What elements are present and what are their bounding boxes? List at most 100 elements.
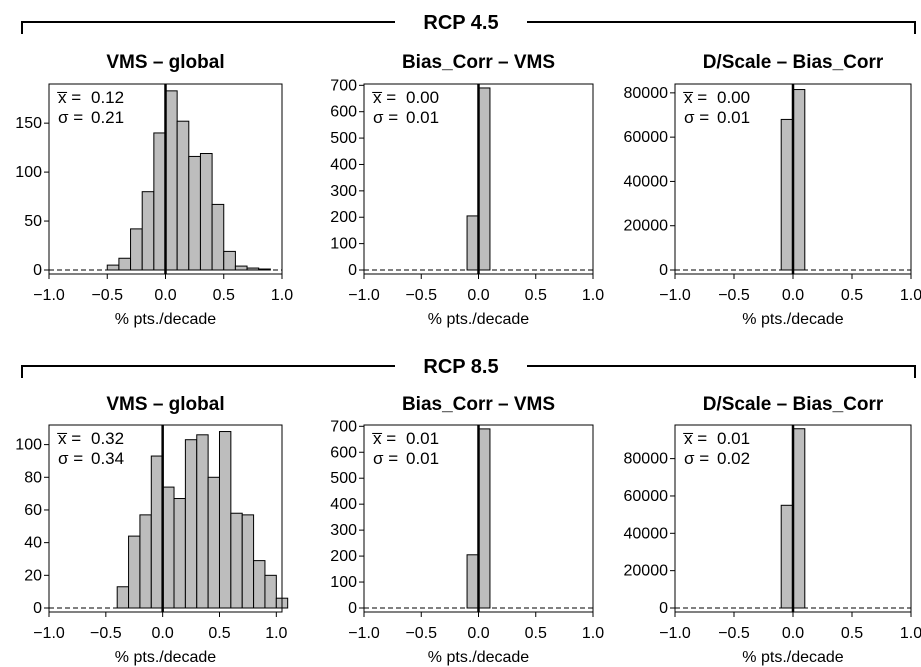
histogram-panel: Bias_Corr – VMS 0 100 200 300 400 500 600 700 −1.… xyxy=(330,394,604,666)
sd-value: 0.01 xyxy=(406,108,439,127)
y-tick-label: 20000 xyxy=(624,218,669,235)
histogram-bar xyxy=(253,560,266,609)
histogram-bar xyxy=(162,486,175,609)
panel-title: D/Scale – Bias_Corr xyxy=(703,394,884,415)
histogram-bar xyxy=(196,434,209,609)
sd-value: 0.02 xyxy=(717,449,750,468)
histogram-bar xyxy=(118,257,132,271)
y-tick-label: 700 xyxy=(330,418,357,435)
histogram-bar xyxy=(211,203,225,271)
panel-title: VMS – global xyxy=(106,394,224,415)
y-tick-label: 400 xyxy=(330,496,357,513)
y-tick-label: 600 xyxy=(330,104,357,121)
histogram-bar xyxy=(218,431,232,609)
x-tick-label: −1.0 xyxy=(659,625,691,642)
panel-title: D/Scale – Bias_Corr xyxy=(703,52,884,73)
bracket-right xyxy=(527,21,916,34)
histogram-bar xyxy=(116,586,130,609)
sd-value: 0.01 xyxy=(717,108,750,127)
y-tick-label: 40000 xyxy=(624,173,669,190)
y-tick-label: 0 xyxy=(33,262,42,279)
histogram-bar xyxy=(173,498,186,609)
y-tick-label: 80 xyxy=(24,469,42,486)
histogram-bar xyxy=(130,228,143,271)
mean-value: 0.00 xyxy=(406,88,439,107)
y-tick-label: 60 xyxy=(24,502,42,519)
histogram-bar xyxy=(139,514,152,609)
mean-value: 0.01 xyxy=(717,429,750,448)
mean-value: 0.12 xyxy=(91,88,124,107)
y-tick-label: 50 xyxy=(24,213,42,230)
histogram-bar xyxy=(466,554,479,609)
sd-label: σ = xyxy=(58,449,83,468)
y-tick-label: 0 xyxy=(348,262,357,279)
histogram-bar xyxy=(780,118,794,271)
bracket-left xyxy=(21,365,395,378)
histogram-bar xyxy=(234,265,248,271)
x-axis-label: % pts./decade xyxy=(428,311,530,328)
histogram-bar xyxy=(188,155,201,271)
x-tick-label: 0.5 xyxy=(208,625,230,642)
x-tick-label: −1.0 xyxy=(33,287,65,304)
sd-label: σ = xyxy=(684,449,709,468)
panel-title: Bias_Corr – VMS xyxy=(402,52,555,73)
x-tick-label: −1.0 xyxy=(348,287,380,304)
histogram-bar xyxy=(199,153,213,271)
x-tick-label: 0.0 xyxy=(782,287,804,304)
histogram-bar xyxy=(478,428,491,609)
x-tick-label: 0.0 xyxy=(467,287,489,304)
y-tick-label: 0 xyxy=(348,600,357,617)
x-tick-label: 1.0 xyxy=(582,287,604,304)
histogram-panel: Bias_Corr – VMS 0 100 200 300 400 500 600 700 −1.… xyxy=(330,52,604,328)
x-tick-label: 0.0 xyxy=(154,287,176,304)
x-tick-label: 1.0 xyxy=(271,287,293,304)
x-axis-label: % pts./decade xyxy=(742,311,844,328)
row-banner: RCP 4.5 xyxy=(21,12,916,34)
x-tick-label: 1.0 xyxy=(900,287,921,304)
x-tick-label: 1.0 xyxy=(582,625,604,642)
histogram-bar xyxy=(150,455,164,609)
histogram-bar xyxy=(184,439,198,609)
sd-label: σ = xyxy=(58,108,83,127)
histogram-bar xyxy=(141,191,155,271)
y-tick-label: 400 xyxy=(330,156,357,173)
histogram-bar xyxy=(241,514,255,609)
mean-value: 0.01 xyxy=(406,429,439,448)
histogram-panel: D/Scale – Bias_Corr 0 20000 40000 60000 80000… xyxy=(624,52,921,328)
row-banner: RCP 8.5 xyxy=(21,356,916,378)
histogram-bar xyxy=(176,120,190,271)
mean-label: x̅ = xyxy=(683,429,707,448)
x-tick-label: −1.0 xyxy=(348,625,380,642)
x-tick-label: −0.5 xyxy=(91,287,123,304)
panel-title: VMS – global xyxy=(106,52,224,73)
y-tick-label: 60000 xyxy=(624,129,669,146)
x-tick-label: −1.0 xyxy=(659,287,691,304)
panel-title: Bias_Corr – VMS xyxy=(402,394,555,415)
histogram-bar xyxy=(153,132,167,271)
y-tick-label: 300 xyxy=(330,522,357,539)
y-tick-label: 40 xyxy=(24,535,42,552)
histogram-bar xyxy=(128,535,141,609)
plot-frame xyxy=(48,424,283,613)
mean-label: x̅ = xyxy=(372,88,396,107)
histogram-bar xyxy=(230,512,243,609)
histogram-bar xyxy=(264,574,277,609)
x-axis-label: % pts./decade xyxy=(115,311,217,328)
sd-label: σ = xyxy=(373,108,398,127)
x-tick-label: 1.0 xyxy=(265,625,287,642)
mean-label: x̅ = xyxy=(372,429,396,448)
y-tick-label: 100 xyxy=(330,236,357,253)
mean-value: 0.32 xyxy=(91,429,124,448)
sd-label: σ = xyxy=(684,108,709,127)
y-tick-label: 100 xyxy=(15,437,42,454)
x-axis-label: % pts./decade xyxy=(115,649,217,666)
bracket-left xyxy=(21,21,395,34)
mean-label: x̅ = xyxy=(57,88,81,107)
y-tick-label: 100 xyxy=(15,164,42,181)
y-tick-label: 700 xyxy=(330,77,357,94)
row-title: RCP 4.5 xyxy=(423,12,498,34)
y-tick-label: 80000 xyxy=(624,451,669,468)
y-tick-label: 100 xyxy=(330,574,357,591)
y-tick-label: 80000 xyxy=(624,85,669,102)
